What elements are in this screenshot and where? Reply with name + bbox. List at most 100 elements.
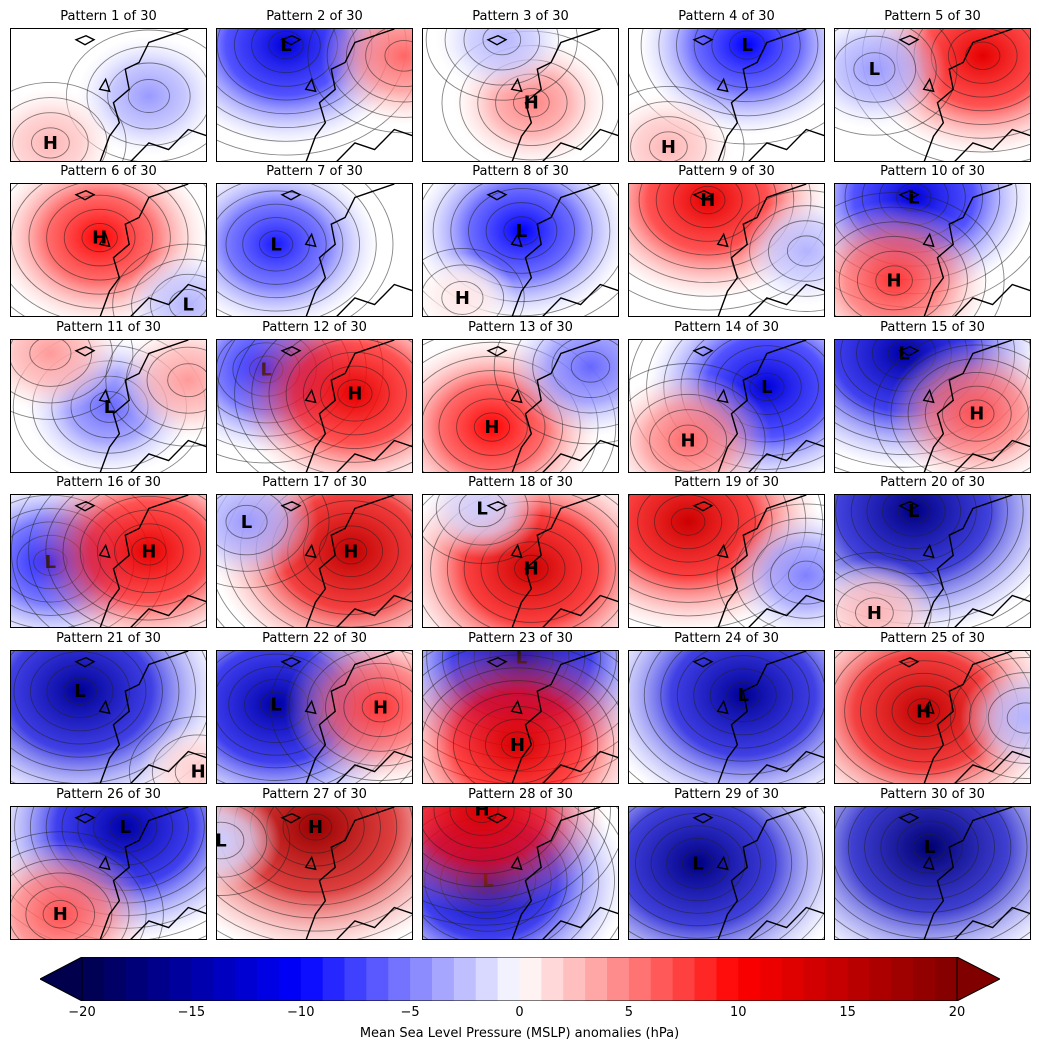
isobar-contour: [151, 734, 206, 783]
pattern-panel: Pattern 2 of 30 L: [216, 9, 413, 162]
anomaly-center: [11, 87, 117, 161]
anomaly-map: HL: [422, 494, 619, 628]
isobar-contour: [835, 206, 987, 316]
isobar-contour: [709, 668, 777, 723]
colorbar-tick-label: −15: [177, 1005, 206, 1020]
high-pressure-label: H: [53, 904, 68, 925]
pattern-panel: Pattern 4 of 30 L H: [628, 9, 825, 162]
isobar-contour: [634, 812, 761, 914]
isobar-contour: [46, 194, 154, 281]
isobar-contour: [942, 385, 1012, 442]
isobar-contour: [987, 687, 1030, 749]
isobar-contour: [288, 651, 412, 782]
isobar-contour: [882, 495, 946, 537]
isobar-contour: [676, 651, 810, 749]
panel-title: Pattern 19 of 30: [674, 475, 779, 490]
coastline: [692, 184, 824, 316]
isobar-contour: [225, 504, 268, 539]
anomaly-center: [960, 663, 1030, 773]
isobar-contour: [217, 340, 260, 472]
isobar-contour: [730, 190, 824, 312]
anomaly-center: [886, 340, 1030, 472]
isobar-contour: [423, 807, 579, 888]
isobar-contour: [449, 807, 515, 836]
colorbar-segment: [278, 957, 302, 1001]
isobar-contour: [853, 52, 896, 87]
isobar-contour: [225, 203, 327, 285]
coastline: [280, 495, 412, 627]
coastline: [898, 29, 1030, 161]
isobar-contour: [670, 507, 706, 536]
panel-title: Pattern 11 of 30: [56, 320, 161, 335]
isobar-contour: [423, 807, 584, 939]
isobar-contour: [458, 495, 506, 528]
pattern-panel: Pattern 3 of 30 H: [422, 9, 619, 162]
isobar-contour: [835, 567, 932, 627]
isobar-contour: [268, 340, 412, 463]
colorbar-segment: [125, 957, 149, 1001]
coastline: [898, 651, 1030, 783]
isobar-contour: [551, 340, 618, 399]
isobar-contour: [11, 845, 147, 939]
isobar-contour: [835, 889, 1030, 939]
pattern-panel: Pattern 24 of 30 L: [628, 631, 825, 784]
isobar-contour: [749, 205, 824, 297]
isobar-contour: [570, 350, 611, 383]
isobar-contour: [959, 399, 995, 428]
isobar-contour: [167, 363, 206, 398]
pattern-panel: Pattern 5 of 30 L: [834, 9, 1031, 162]
panel-title: Pattern 2 of 30: [266, 9, 363, 24]
isobar-contour: [456, 398, 528, 456]
panel-title: Pattern 20 of 30: [880, 475, 985, 490]
colorbar-segment: [432, 957, 455, 1001]
anomaly-map: L: [628, 806, 825, 940]
isobar-contour: [896, 820, 963, 874]
isobar-contour: [836, 582, 913, 627]
isobar-contour: [835, 35, 917, 103]
anomaly-map: HL: [216, 806, 413, 940]
low-pressure-label: L: [270, 234, 281, 255]
panel-title: Pattern 18 of 30: [468, 475, 573, 490]
coastline: [692, 29, 824, 161]
high-pressure-label: H: [475, 806, 490, 821]
colorbar-extend-max: [956, 957, 1000, 1001]
anomaly-map: L: [834, 806, 1031, 940]
isobar-contour: [770, 546, 824, 605]
isobar-contour: [726, 681, 761, 709]
low-pressure-label: L: [908, 501, 919, 522]
isobar-contour: [693, 655, 794, 736]
panel-title: Pattern 25 of 30: [880, 631, 985, 646]
isobar-contour: [629, 101, 726, 161]
panel-title: Pattern 14 of 30: [674, 320, 779, 335]
colorbar-extend-min: [40, 957, 83, 1001]
pattern-panel: Pattern 23 of 30 LH: [422, 631, 619, 784]
isobar-contour: [350, 184, 394, 316]
high-pressure-label: H: [43, 133, 58, 154]
pattern-panel: Pattern 30 of 30 L: [834, 787, 1031, 940]
isobar-contour: [716, 503, 824, 627]
isobar-contour: [514, 554, 549, 583]
panel-title: Pattern 6 of 30: [60, 164, 157, 179]
isobar-contour: [668, 424, 708, 457]
isobar-contour: [337, 379, 373, 408]
isobar-contour: [217, 184, 377, 316]
anomaly-map: HL: [10, 183, 207, 317]
anomaly-map: LH: [834, 494, 1031, 628]
panel-title: Pattern 13 of 30: [468, 320, 573, 335]
colorbar-segment: [497, 957, 520, 1001]
isobar-contour: [897, 498, 930, 525]
colorbar-segment: [191, 957, 214, 1001]
isobar-contour: [629, 73, 824, 145]
isobar-contour: [1006, 702, 1030, 734]
isobar-contour: [86, 46, 206, 146]
isobar-contour: [630, 116, 707, 161]
colorbar-tick-label: 20: [948, 1005, 966, 1020]
isobar-contour: [11, 651, 196, 783]
coastline: [280, 29, 412, 161]
isobar-contour: [423, 807, 563, 875]
coastline: [74, 29, 206, 161]
anomaly-center: [629, 370, 773, 472]
isobar-contour: [875, 265, 913, 296]
panel-title: Pattern 26 of 30: [56, 787, 161, 802]
isobar-contour: [891, 685, 956, 738]
